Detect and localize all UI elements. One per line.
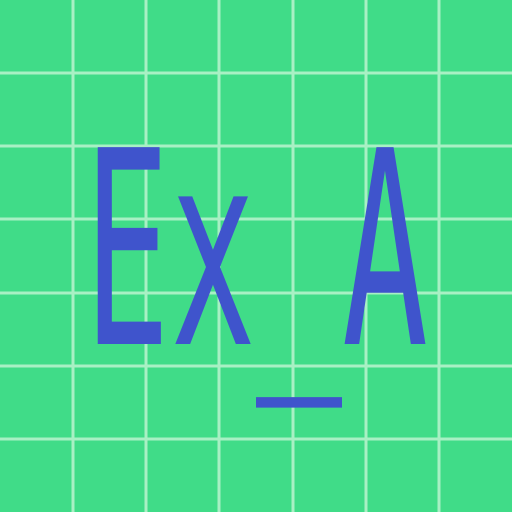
tile-label: Ex_A [84,93,428,412]
